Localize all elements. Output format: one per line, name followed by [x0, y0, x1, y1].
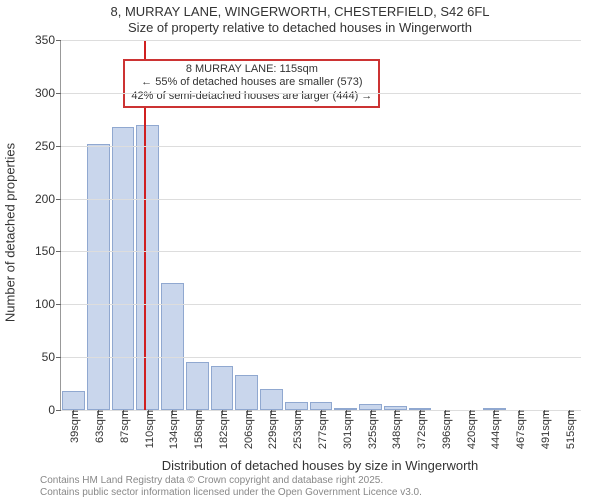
titles: 8, MURRAY LANE, WINGERWORTH, CHESTERFIEL… — [0, 0, 600, 37]
xtick-label: 277sqm — [313, 410, 329, 449]
xtick-label: 158sqm — [189, 410, 205, 449]
bar — [136, 125, 159, 410]
xtick-label: 444sqm — [486, 410, 502, 449]
grid-line — [61, 357, 581, 358]
xtick-label: 301sqm — [338, 410, 354, 449]
xtick-label: 39sqm — [65, 410, 81, 443]
grid-line — [61, 40, 581, 41]
xtick-label: 348sqm — [387, 410, 403, 449]
ytick-label: 350 — [15, 33, 61, 47]
xtick-label: 134sqm — [164, 410, 180, 449]
xtick-label: 253sqm — [288, 410, 304, 449]
bar — [186, 362, 209, 410]
x-axis-label: Distribution of detached houses by size … — [60, 458, 580, 473]
bar — [235, 375, 258, 410]
chart-container: 8, MURRAY LANE, WINGERWORTH, CHESTERFIEL… — [0, 0, 600, 500]
grid-line — [61, 199, 581, 200]
title-line-1: 8, MURRAY LANE, WINGERWORTH, CHESTERFIEL… — [0, 4, 600, 20]
xtick-label: 63sqm — [90, 410, 106, 443]
annotation-line: 8 MURRAY LANE: 115sqm — [131, 63, 372, 77]
grid-line — [61, 304, 581, 305]
title-line-2: Size of property relative to detached ho… — [0, 20, 600, 36]
bar — [112, 127, 135, 410]
ytick-label: 150 — [15, 244, 61, 258]
xtick-label: 515sqm — [561, 410, 577, 449]
xtick-label: 467sqm — [511, 410, 527, 449]
credits-line-2: Contains public sector information licen… — [40, 487, 422, 499]
ytick-label: 250 — [15, 139, 61, 153]
ytick-label: 100 — [15, 297, 61, 311]
bar — [87, 144, 110, 410]
xtick-label: 110sqm — [140, 410, 156, 448]
xtick-label: 325sqm — [363, 410, 379, 449]
bar — [260, 389, 283, 410]
annotation-line: ← 55% of detached houses are smaller (57… — [131, 76, 372, 90]
xtick-label: 396sqm — [437, 410, 453, 449]
xtick-label: 206sqm — [239, 410, 255, 449]
grid-line — [61, 93, 581, 94]
grid-line — [61, 146, 581, 147]
plot-area: 8 MURRAY LANE: 115sqm← 55% of detached h… — [60, 40, 581, 411]
ytick-label: 200 — [15, 192, 61, 206]
y-axis-label: Number of detached properties — [3, 143, 18, 322]
bar — [310, 402, 333, 410]
xtick-label: 372sqm — [412, 410, 428, 449]
ytick-label: 300 — [15, 86, 61, 100]
xtick-label: 420sqm — [462, 410, 478, 449]
grid-line — [61, 251, 581, 252]
bar — [161, 283, 184, 410]
bar — [211, 366, 234, 410]
bar — [62, 391, 85, 410]
ytick-label: 0 — [15, 403, 61, 417]
credits-line-1: Contains HM Land Registry data © Crown c… — [40, 475, 422, 487]
xtick-label: 182sqm — [214, 410, 230, 449]
bar — [285, 402, 308, 410]
ytick-label: 50 — [15, 350, 61, 364]
xtick-label: 229sqm — [263, 410, 279, 449]
xtick-label: 491sqm — [536, 410, 552, 449]
annotation-box: 8 MURRAY LANE: 115sqm← 55% of detached h… — [123, 59, 380, 108]
credits: Contains HM Land Registry data © Crown c… — [40, 475, 422, 498]
xtick-label: 87sqm — [115, 410, 131, 443]
